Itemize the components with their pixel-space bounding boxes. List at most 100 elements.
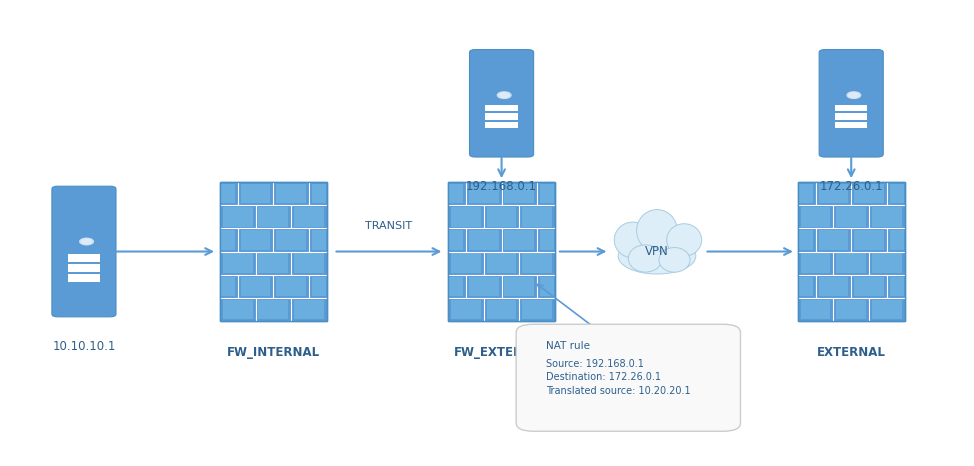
- FancyBboxPatch shape: [485, 114, 518, 120]
- Circle shape: [499, 93, 509, 98]
- FancyBboxPatch shape: [872, 300, 902, 319]
- FancyBboxPatch shape: [277, 230, 306, 250]
- FancyBboxPatch shape: [835, 122, 868, 128]
- FancyBboxPatch shape: [241, 230, 271, 250]
- FancyBboxPatch shape: [294, 300, 323, 319]
- FancyBboxPatch shape: [872, 254, 902, 273]
- FancyBboxPatch shape: [798, 182, 905, 321]
- FancyBboxPatch shape: [835, 105, 868, 111]
- FancyBboxPatch shape: [505, 276, 535, 296]
- FancyBboxPatch shape: [819, 49, 883, 157]
- Text: 192.168.0.1: 192.168.0.1: [467, 180, 537, 193]
- FancyBboxPatch shape: [541, 184, 554, 203]
- Ellipse shape: [666, 224, 701, 256]
- FancyBboxPatch shape: [258, 207, 288, 226]
- FancyBboxPatch shape: [468, 276, 499, 296]
- FancyBboxPatch shape: [223, 254, 252, 273]
- FancyBboxPatch shape: [485, 105, 518, 111]
- Circle shape: [847, 92, 861, 98]
- FancyBboxPatch shape: [522, 254, 552, 273]
- FancyBboxPatch shape: [258, 300, 288, 319]
- FancyBboxPatch shape: [485, 122, 518, 128]
- FancyBboxPatch shape: [312, 230, 325, 250]
- FancyBboxPatch shape: [487, 254, 516, 273]
- FancyBboxPatch shape: [223, 300, 252, 319]
- FancyBboxPatch shape: [541, 230, 554, 250]
- FancyBboxPatch shape: [294, 207, 323, 226]
- FancyBboxPatch shape: [505, 230, 535, 250]
- FancyBboxPatch shape: [277, 276, 306, 296]
- FancyBboxPatch shape: [312, 184, 325, 203]
- Text: 172.26.0.1: 172.26.0.1: [819, 180, 883, 193]
- FancyBboxPatch shape: [541, 276, 554, 296]
- FancyBboxPatch shape: [221, 276, 235, 296]
- FancyBboxPatch shape: [801, 207, 831, 226]
- FancyBboxPatch shape: [67, 274, 100, 281]
- FancyBboxPatch shape: [451, 207, 481, 226]
- Text: VPN: VPN: [645, 245, 669, 258]
- FancyBboxPatch shape: [449, 230, 463, 250]
- FancyBboxPatch shape: [487, 207, 516, 226]
- FancyBboxPatch shape: [469, 49, 534, 157]
- Text: Translated source: 10.20.20.1: Translated source: 10.20.20.1: [546, 386, 691, 396]
- FancyBboxPatch shape: [448, 182, 555, 321]
- FancyBboxPatch shape: [854, 184, 884, 203]
- FancyBboxPatch shape: [221, 184, 235, 203]
- FancyBboxPatch shape: [818, 184, 848, 203]
- Text: FW_EXTERNAL: FW_EXTERNAL: [454, 347, 549, 359]
- FancyBboxPatch shape: [818, 276, 848, 296]
- FancyBboxPatch shape: [854, 276, 884, 296]
- FancyBboxPatch shape: [522, 207, 552, 226]
- Text: NAT rule: NAT rule: [546, 341, 590, 351]
- FancyBboxPatch shape: [837, 254, 866, 273]
- FancyBboxPatch shape: [277, 184, 306, 203]
- FancyBboxPatch shape: [889, 184, 904, 203]
- Circle shape: [498, 92, 511, 98]
- FancyBboxPatch shape: [468, 230, 499, 250]
- FancyBboxPatch shape: [451, 300, 481, 319]
- FancyBboxPatch shape: [468, 184, 499, 203]
- FancyBboxPatch shape: [516, 324, 740, 431]
- Circle shape: [848, 93, 859, 98]
- FancyBboxPatch shape: [835, 114, 868, 120]
- Circle shape: [80, 238, 94, 245]
- FancyBboxPatch shape: [220, 182, 326, 321]
- FancyBboxPatch shape: [522, 300, 552, 319]
- FancyBboxPatch shape: [67, 264, 100, 272]
- FancyBboxPatch shape: [451, 254, 481, 273]
- Circle shape: [81, 239, 92, 244]
- FancyBboxPatch shape: [67, 254, 100, 261]
- FancyBboxPatch shape: [799, 276, 812, 296]
- FancyBboxPatch shape: [258, 254, 288, 273]
- Text: Destination: 172.26.0.1: Destination: 172.26.0.1: [546, 372, 661, 383]
- FancyBboxPatch shape: [889, 230, 904, 250]
- FancyBboxPatch shape: [837, 207, 866, 226]
- FancyBboxPatch shape: [312, 276, 325, 296]
- FancyBboxPatch shape: [449, 184, 463, 203]
- FancyBboxPatch shape: [294, 254, 323, 273]
- Ellipse shape: [658, 247, 690, 272]
- Ellipse shape: [615, 222, 652, 258]
- FancyBboxPatch shape: [872, 207, 902, 226]
- FancyBboxPatch shape: [889, 276, 904, 296]
- FancyBboxPatch shape: [801, 254, 831, 273]
- Ellipse shape: [628, 245, 662, 272]
- Text: FW_INTERNAL: FW_INTERNAL: [227, 347, 319, 359]
- Ellipse shape: [637, 210, 677, 252]
- Text: Source: 192.168.0.1: Source: 192.168.0.1: [546, 358, 644, 369]
- FancyBboxPatch shape: [241, 184, 271, 203]
- FancyBboxPatch shape: [837, 300, 866, 319]
- FancyBboxPatch shape: [449, 276, 463, 296]
- FancyBboxPatch shape: [223, 207, 252, 226]
- FancyBboxPatch shape: [854, 230, 884, 250]
- FancyBboxPatch shape: [799, 184, 812, 203]
- FancyBboxPatch shape: [801, 300, 831, 319]
- FancyBboxPatch shape: [799, 230, 812, 250]
- FancyBboxPatch shape: [487, 300, 516, 319]
- Text: 10.10.10.1: 10.10.10.1: [53, 340, 116, 353]
- Text: TRANSIT: TRANSIT: [365, 221, 412, 231]
- FancyBboxPatch shape: [52, 186, 116, 317]
- FancyBboxPatch shape: [505, 184, 535, 203]
- FancyBboxPatch shape: [818, 230, 848, 250]
- FancyBboxPatch shape: [241, 276, 271, 296]
